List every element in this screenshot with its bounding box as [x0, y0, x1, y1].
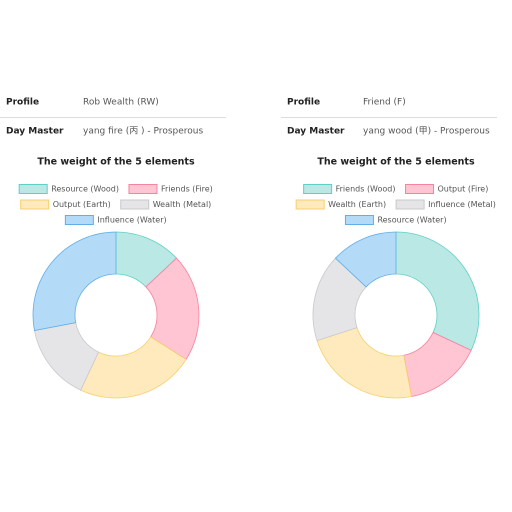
legend-item: Friends (Wood)	[303, 184, 396, 194]
legend-item: Friends (Fire)	[128, 184, 213, 194]
field-label: Profile	[287, 98, 320, 108]
doughnut-segment	[32, 231, 117, 332]
legend-label: Friends (Wood)	[336, 185, 396, 194]
legend-label: Output (Earth)	[53, 200, 111, 209]
doughnut-segment	[395, 231, 480, 351]
field-value: yang fire (丙 ) - Prosperous	[83, 126, 203, 137]
doughnut-segment	[334, 231, 397, 288]
legend-label: Resource (Water)	[377, 216, 446, 225]
legend-swatch	[295, 199, 325, 210]
legend-swatch	[303, 184, 333, 194]
legend-label: Resource (Wood)	[51, 185, 119, 194]
field-label: Day Master	[287, 127, 345, 137]
legend-label: Output (Fire)	[438, 185, 489, 194]
legend-swatch	[395, 199, 425, 210]
legend-swatch	[405, 184, 435, 194]
field-value: Rob Wealth (RW)	[83, 98, 159, 108]
legend-label: Influence (Water)	[97, 216, 166, 225]
field-label: Day Master	[6, 127, 64, 137]
chart-title: The weight of the 5 elements	[317, 157, 475, 168]
legend-item: Influence (Water)	[64, 215, 167, 225]
field-label: Profile	[6, 98, 39, 108]
legend-swatch	[64, 215, 94, 225]
legend-item: Output (Earth)	[20, 199, 111, 210]
legend-label: Wealth (Metal)	[153, 200, 212, 209]
legend-item: Wealth (Earth)	[295, 199, 386, 210]
legend-item: Resource (Wood)	[18, 184, 119, 194]
legend-item: Resource (Water)	[344, 215, 447, 225]
legend-item: Output (Fire)	[405, 184, 489, 194]
legend-item: Wealth (Metal)	[120, 199, 212, 210]
doughnut-segment	[316, 327, 413, 399]
legend-item: Influence (Metal)	[395, 199, 496, 210]
legend-swatch	[120, 199, 150, 210]
legend-swatch	[344, 215, 374, 225]
legend-swatch	[20, 199, 50, 210]
field-value: Friend (F)	[363, 98, 406, 108]
legend-swatch	[18, 184, 48, 194]
legend-swatch	[128, 184, 158, 194]
chart-title: The weight of the 5 elements	[37, 157, 195, 168]
legend-label: Wealth (Earth)	[328, 200, 386, 209]
legend-label: Friends (Fire)	[161, 185, 213, 194]
field-value: yang wood (甲) - Prosperous	[363, 126, 490, 137]
legend-label: Influence (Metal)	[428, 200, 496, 209]
